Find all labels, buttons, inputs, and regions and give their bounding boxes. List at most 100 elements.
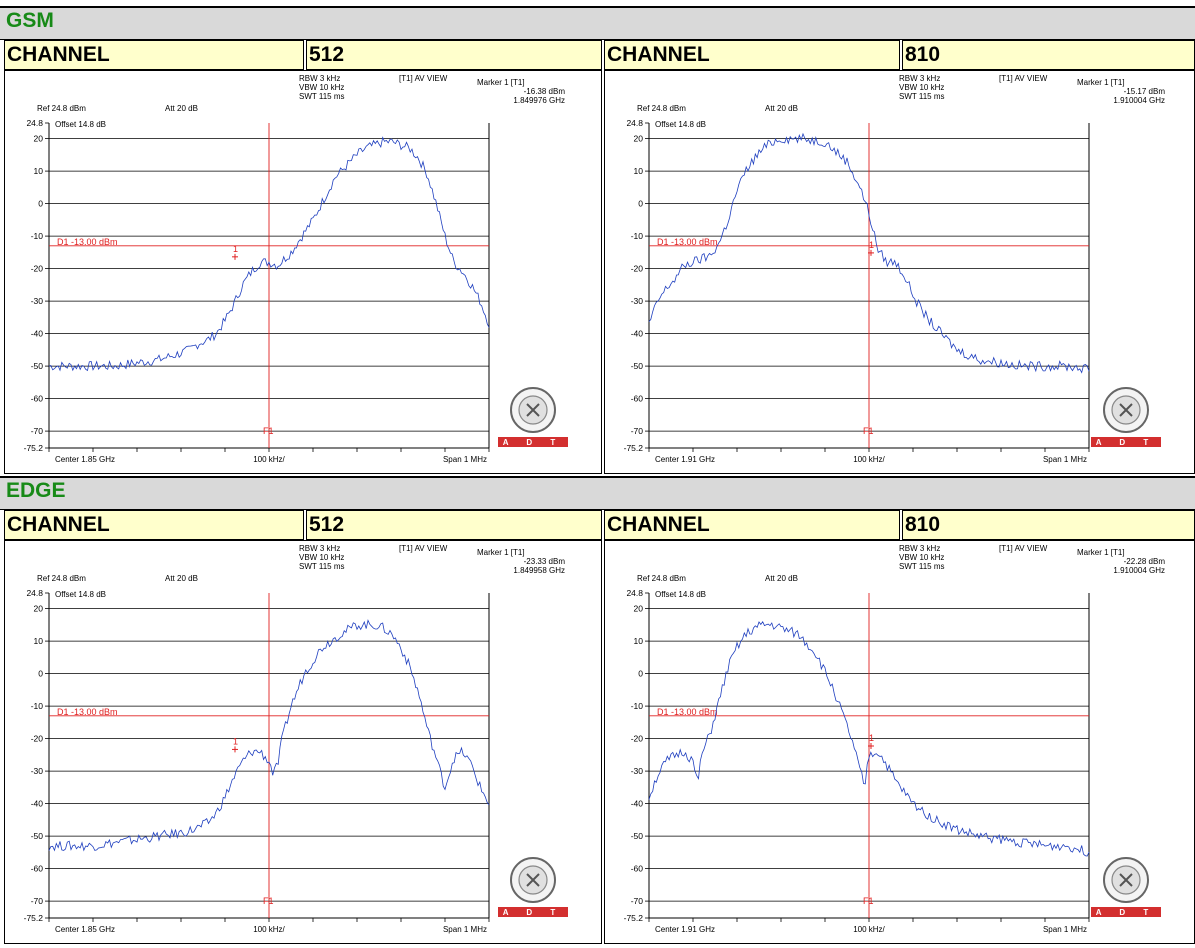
spectrum-trace	[648, 132, 1090, 374]
spectrum-plot-panel: RBW 3 kHz VBW 10 kHz SWT 115 ms [T1] AV VIE…	[604, 70, 1195, 474]
vbw-label: VBW 10 kHz	[899, 83, 944, 92]
frequency-line-label: F1	[263, 896, 274, 906]
adt-logo: A D T	[498, 437, 568, 447]
y-tick-label: -20	[31, 734, 44, 744]
marker-title: Marker 1 [T1]	[1077, 78, 1125, 87]
division-label: 100 kHz/	[253, 925, 285, 934]
division-label: 100 kHz/	[853, 925, 885, 934]
frequency-line-label: F1	[863, 896, 874, 906]
y-tick-label: -50	[31, 831, 44, 841]
marker-title: Marker 1 [T1]	[477, 548, 525, 557]
y-tick-label: 10	[634, 166, 644, 176]
adt-logo-text: A D T	[1096, 438, 1157, 447]
y-tick-label: 10	[34, 166, 44, 176]
swt-label: SWT 115 ms	[299, 562, 345, 571]
section-band-edge: EDGE	[0, 476, 1195, 510]
y-tick-label: 10	[34, 636, 44, 646]
ref-level-label: Ref 24.8 dBm	[37, 104, 86, 113]
y-tick-label: -75.2	[624, 913, 644, 923]
limit-line-label: D1 -13.00 dBm	[57, 237, 118, 247]
y-tick-label: -20	[631, 734, 644, 744]
spectrum-trace	[48, 619, 490, 852]
limit-line-label: D1 -13.00 dBm	[57, 707, 118, 717]
channel-value: 810	[902, 40, 1195, 70]
channel-label: CHANNEL	[4, 40, 304, 70]
span-label: Span 1 MHz	[1043, 925, 1087, 934]
span-label: Span 1 MHz	[443, 925, 487, 934]
section-band-gsm: GSM	[0, 6, 1195, 40]
rbw-label: RBW 3 kHz	[899, 74, 940, 83]
y-tick-label: -10	[631, 231, 644, 241]
y-tick-label: -30	[631, 766, 644, 776]
rbw-label: RBW 3 kHz	[299, 544, 340, 553]
y-tick-label: -40	[31, 329, 44, 339]
trace-view-label: [T1] AV VIEW	[399, 544, 448, 553]
channel-value: 512	[306, 510, 602, 540]
spectrum-trace	[48, 136, 490, 372]
frequency-line-label: F1	[263, 426, 274, 436]
y-tick-label: -30	[31, 766, 44, 776]
y-tick-label: -50	[31, 361, 44, 371]
y-tick-label: 24.8	[626, 588, 643, 598]
marker-frequency: 1.849976 GHz	[513, 96, 565, 105]
section-title: EDGE	[6, 479, 66, 502]
vbw-label: VBW 10 kHz	[299, 83, 344, 92]
y-tick-label: 0	[638, 199, 643, 209]
rbw-label: RBW 3 kHz	[899, 544, 940, 553]
adt-logo-text: A D T	[503, 908, 564, 917]
y-tick-label: -40	[31, 799, 44, 809]
y-tick-label: -70	[31, 896, 44, 906]
y-tick-label: -70	[631, 896, 644, 906]
center-frequency-label: Center 1.91 GHz	[655, 925, 715, 934]
y-tick-label: 24.8	[626, 118, 643, 128]
channel-value: 512	[306, 40, 602, 70]
y-tick-label: -50	[631, 361, 644, 371]
y-tick-label: 10	[634, 636, 644, 646]
y-tick-label: -10	[631, 701, 644, 711]
y-tick-label: -70	[31, 426, 44, 436]
y-tick-label: 0	[38, 199, 43, 209]
y-tick-label: -75.2	[24, 443, 44, 453]
y-tick-label: -20	[31, 264, 44, 274]
swt-label: SWT 115 ms	[899, 562, 945, 571]
marker-title: Marker 1 [T1]	[1077, 548, 1125, 557]
adt-logo-text: A D T	[1096, 908, 1157, 917]
y-tick-label: -70	[631, 426, 644, 436]
rbw-label: RBW 3 kHz	[299, 74, 340, 83]
spectrum-plot-panel: RBW 3 kHz VBW 10 kHz SWT 115 ms [T1] AV VIE…	[4, 70, 602, 474]
y-tick-label: -20	[631, 264, 644, 274]
adt-logo: A D T	[498, 907, 568, 917]
y-tick-label: -40	[631, 799, 644, 809]
span-label: Span 1 MHz	[1043, 455, 1087, 464]
y-tick-label: 0	[38, 669, 43, 679]
marker-number-label: 1	[233, 736, 238, 746]
marker-number-label: 1	[869, 733, 874, 743]
attenuation-label: Att 20 dB	[165, 104, 198, 113]
ref-level-label: Ref 24.8 dBm	[637, 104, 686, 113]
offset-label: Offset 14.8 dB	[655, 590, 706, 599]
marker-level: -15.17 dBm	[1124, 87, 1166, 96]
offset-label: Offset 14.8 dB	[55, 120, 106, 129]
attenuation-label: Att 20 dB	[165, 574, 198, 583]
marker-level: -16.38 dBm	[524, 87, 566, 96]
limit-line-label: D1 -13.00 dBm	[657, 707, 718, 717]
y-tick-label: -60	[31, 394, 44, 404]
limit-line-label: D1 -13.00 dBm	[657, 237, 718, 247]
division-label: 100 kHz/	[253, 455, 285, 464]
center-frequency-label: Center 1.91 GHz	[655, 455, 715, 464]
channel-label: CHANNEL	[604, 40, 900, 70]
y-tick-label: 24.8	[26, 118, 43, 128]
adt-logo: A D T	[1091, 437, 1161, 447]
attenuation-label: Att 20 dB	[765, 574, 798, 583]
ref-level-label: Ref 24.8 dBm	[637, 574, 686, 583]
attenuation-label: Att 20 dB	[765, 104, 798, 113]
y-tick-label: -60	[631, 394, 644, 404]
spectrum-trace	[648, 621, 1090, 857]
swt-label: SWT 115 ms	[899, 92, 945, 101]
marker-frequency: 1.849958 GHz	[513, 566, 565, 575]
y-tick-label: -75.2	[624, 443, 644, 453]
offset-label: Offset 14.8 dB	[655, 120, 706, 129]
